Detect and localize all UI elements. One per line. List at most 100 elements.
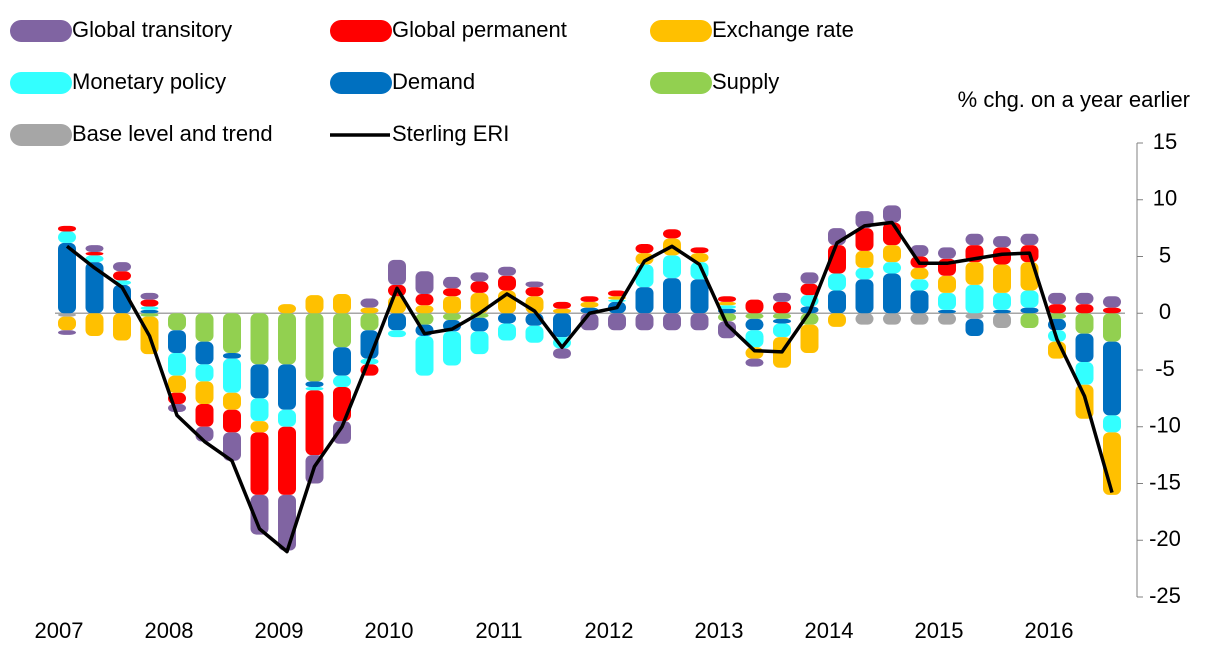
bar-segment [828, 273, 846, 291]
bar-segment [388, 313, 406, 331]
bar-segment [85, 262, 104, 314]
bar-segment [965, 233, 984, 246]
bar-segment [910, 313, 929, 325]
bar-segment [223, 392, 241, 410]
bar-segment [333, 387, 351, 422]
legend-swatch [650, 20, 712, 42]
bar-segment [1075, 292, 1094, 305]
bar-segment [608, 313, 626, 331]
bar-segment [250, 398, 269, 422]
legend-swatch [10, 20, 72, 42]
bar-segment [553, 348, 571, 359]
bar-segment [1103, 313, 1121, 342]
bar-segment [140, 306, 159, 310]
bar-segment [113, 262, 131, 272]
bar-segment [278, 426, 296, 495]
bar-segment [360, 298, 379, 308]
y-tick-label: 5 [1159, 242, 1171, 267]
bar-segment [1048, 292, 1066, 305]
bar-segment [168, 352, 186, 376]
bar-segment [1075, 313, 1094, 334]
x-tick-label: 2015 [915, 618, 964, 643]
bar-segment [635, 244, 654, 254]
bar-segment [718, 305, 736, 309]
bar-segment [690, 247, 709, 254]
bar-segment [470, 281, 489, 293]
x-tick-label: 2010 [365, 618, 414, 643]
legend-swatch [10, 72, 72, 94]
legend-label: Monetary policy [72, 69, 226, 94]
bar-segment [1075, 362, 1094, 385]
bar-segment [195, 381, 214, 405]
bar-segment [745, 299, 764, 314]
bar-segment [498, 275, 516, 291]
bar-segment [58, 330, 76, 335]
bar-segment [278, 494, 296, 551]
bar-segment [635, 287, 654, 314]
bar-segment [965, 262, 984, 285]
y-axis-label: % chg. on a year earlier [958, 87, 1190, 112]
bar-segment [470, 272, 489, 282]
bar-segment [305, 390, 324, 456]
bar-segment [1048, 304, 1066, 314]
bar-segment [278, 313, 296, 365]
bar-segment [333, 375, 351, 388]
bar-segment [168, 375, 186, 393]
x-tick-label: 2016 [1025, 618, 1074, 643]
bar-segment [828, 290, 846, 314]
bar-segment [388, 330, 406, 338]
bar-segment [58, 313, 76, 317]
bar-segment [965, 313, 984, 319]
bar-segment [250, 364, 269, 399]
bar-segment [690, 279, 709, 314]
x-tick-label: 2013 [695, 618, 744, 643]
bar-segment [938, 247, 956, 259]
bar-segment [773, 313, 791, 319]
bar-segment [1020, 313, 1039, 329]
bar-segment [278, 304, 296, 314]
bar-segment [223, 313, 241, 353]
y-tick-label: -20 [1149, 526, 1181, 551]
bar-segment [663, 229, 681, 239]
legend-swatch [650, 72, 712, 94]
bar-segment [85, 245, 104, 252]
bar-segment [223, 432, 241, 461]
legend-label: Demand [392, 69, 475, 94]
bar-segment [113, 313, 131, 341]
bar-segment [1103, 415, 1121, 433]
bar-segment [608, 290, 626, 297]
bar-segment [718, 301, 736, 306]
bar-segment [993, 309, 1011, 314]
bar-segment [360, 307, 379, 314]
bar-segment [663, 278, 681, 314]
bar-segment [773, 292, 791, 302]
legend-label: Global permanent [392, 17, 567, 42]
bar-segment [993, 264, 1011, 293]
bar-segment [333, 347, 351, 376]
bar-segment [910, 267, 929, 280]
bar-segment [443, 296, 461, 314]
bar-segment [663, 313, 681, 331]
legend-swatch [10, 124, 72, 146]
bar-segment [250, 313, 269, 365]
bar-segment [773, 318, 791, 324]
bar-segment [965, 284, 984, 314]
bar-segment [168, 330, 186, 353]
bar-segment [553, 308, 571, 314]
bar-segment [498, 323, 516, 341]
bar-segment [855, 228, 874, 251]
bar-segment [498, 266, 516, 276]
bar-segment [938, 309, 956, 314]
x-tick-label: 2007 [35, 618, 84, 643]
bar-segment [828, 313, 846, 327]
bar-segment [1103, 432, 1121, 495]
bar-segment [443, 276, 461, 289]
bar-segment [580, 301, 599, 308]
bar-segment [415, 293, 434, 306]
bar-segment [333, 421, 351, 444]
bar-segment [113, 271, 131, 281]
bar-segment [1020, 290, 1039, 308]
bar-segment [635, 313, 654, 331]
bar-segment [525, 287, 544, 297]
